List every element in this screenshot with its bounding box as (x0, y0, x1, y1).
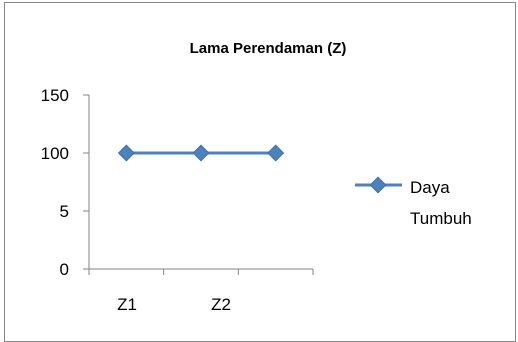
y-tick-label: 5 (60, 202, 69, 221)
legend-label-line-2: Tumbuh (410, 209, 472, 228)
y-tick-label: 0 (60, 260, 69, 279)
x-tick-label: Z1 (117, 295, 137, 314)
x-axis: Z1 Z2 (88, 268, 314, 314)
legend-label-line-1: Daya (410, 178, 450, 197)
series-daya-tumbuh (117, 144, 285, 162)
data-point-marker (192, 144, 210, 162)
y-tick-label: 150 (41, 86, 69, 105)
legend-marker-swatch (369, 176, 387, 194)
data-point-marker (267, 144, 285, 162)
legend: Daya Tumbuh (355, 176, 472, 228)
data-point-marker (117, 144, 135, 162)
x-tick-label: Z2 (211, 295, 231, 314)
chart-title: Lama Perendaman (Z) (190, 40, 347, 57)
y-tick-label: 100 (41, 144, 69, 163)
